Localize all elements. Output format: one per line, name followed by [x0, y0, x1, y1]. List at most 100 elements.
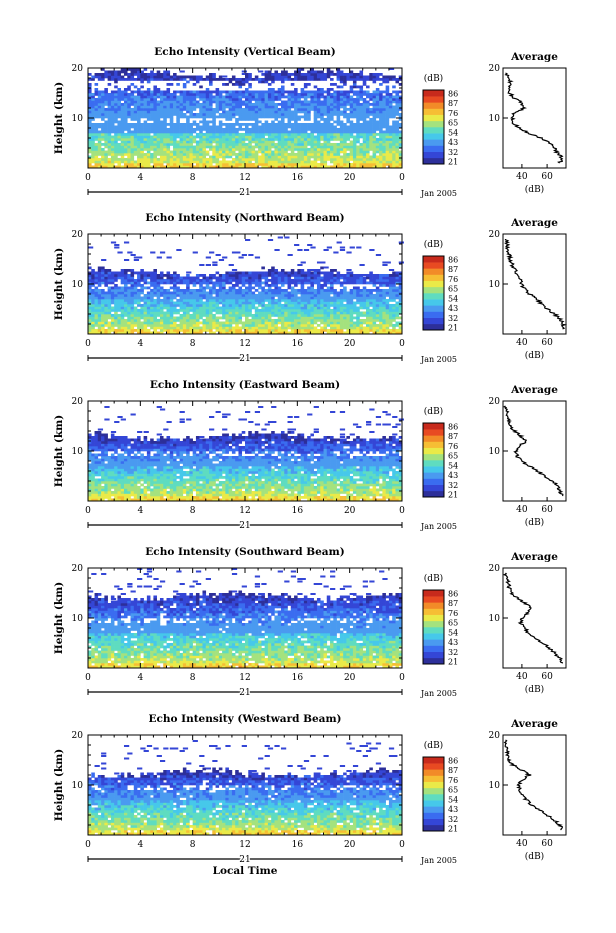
heatmap-cell [389, 161, 393, 164]
heatmap-cell [392, 289, 396, 292]
heatmap-cell [353, 111, 357, 114]
heatmap-cell [291, 309, 295, 312]
heatmap-cell [363, 161, 367, 164]
heatmap-cell [212, 304, 216, 307]
heatmap-cell [376, 299, 380, 302]
heatmap-cell [320, 123, 324, 126]
heatmap-cell [238, 146, 242, 149]
heatmap-cell [327, 141, 331, 144]
heatmap-cell [140, 163, 144, 166]
heatmap-cell [324, 136, 328, 139]
heatmap-cell [337, 329, 341, 332]
heatmap-cell [196, 153, 200, 156]
heatmap-cell [91, 141, 95, 144]
heatmap-cell [163, 138, 167, 141]
heatmap-cell [101, 136, 105, 139]
heatmap-cell [104, 161, 108, 164]
heatmap-cell [153, 133, 157, 136]
heatmap-cell [176, 312, 180, 315]
heatmap-cell [137, 156, 141, 159]
heatmap-cell [193, 322, 197, 325]
heatmap-cell [395, 113, 399, 116]
heatmap-cell [324, 327, 328, 330]
heatmap-cell [238, 108, 242, 111]
heatmap-cell [209, 141, 213, 144]
heatmap-cell [238, 111, 242, 114]
heatmap-cell [317, 108, 321, 111]
heatmap-cell [359, 71, 363, 74]
heatmap-cell [131, 146, 135, 149]
heatmap-cell [180, 116, 184, 119]
heatmap-cell [317, 292, 321, 295]
heatmap-cell [206, 282, 210, 285]
heatmap-cell [140, 71, 144, 74]
heatmap-cell [291, 289, 295, 292]
heatmap-cell [389, 103, 393, 106]
heatmap-cell [330, 287, 334, 290]
heatmap-cell [271, 151, 275, 154]
heatmap-cell [356, 312, 360, 315]
heatmap-cell [117, 93, 121, 96]
heatmap-cell [294, 292, 298, 295]
heatmap-cell [389, 299, 393, 302]
heatmap-cell [127, 136, 131, 139]
heatmap-cell [88, 83, 92, 86]
heatmap-cell [180, 146, 184, 149]
heatmap-cell [356, 329, 360, 332]
heatmap-cell [180, 143, 184, 146]
heatmap-cell [248, 289, 252, 292]
heatmap-cell [153, 312, 157, 315]
heatmap-cell [265, 163, 269, 166]
heatmap-cell [314, 98, 318, 101]
heatmap-cell [121, 131, 125, 134]
heatmap-cell [366, 329, 370, 332]
heatmap-cell [225, 136, 229, 139]
heatmap-cell [333, 327, 337, 330]
heatmap-cell [160, 91, 164, 94]
heatmap-cell [317, 123, 321, 126]
heatmap-cell [101, 91, 105, 94]
heatmap-cell [304, 329, 308, 332]
heatmap-cell [121, 153, 125, 156]
heatmap-cell [157, 163, 161, 166]
heatmap-cell [140, 116, 144, 119]
heatmap-cell [304, 292, 308, 295]
heatmap-cell [284, 292, 288, 295]
heatmap-cell [101, 123, 105, 126]
heatmap-cell [157, 138, 161, 141]
heatmap-cell [373, 108, 377, 111]
heatmap-cell [140, 138, 144, 141]
heatmap-cell [356, 98, 360, 101]
heatmap-cell [346, 131, 350, 134]
heatmap-cell [369, 317, 373, 320]
heatmap-cell [147, 76, 151, 79]
heatmap-cell [183, 113, 187, 116]
heatmap-cell [369, 113, 373, 116]
heatmap-cell [291, 161, 295, 164]
heatmap-cell [176, 108, 180, 111]
heatmap-cell [284, 73, 288, 76]
heatmap-cell [193, 136, 197, 139]
heatmap-cell [320, 322, 324, 325]
heatmap-cell [98, 309, 102, 312]
y-axis-label: Height (km) [53, 82, 65, 154]
heatmap-cell [376, 148, 380, 151]
heatmap-cell [307, 292, 311, 295]
heatmap-cell [268, 103, 272, 106]
heatmap-cell [288, 103, 292, 106]
heatmap-cell [163, 146, 167, 149]
heatmap-cell [124, 158, 128, 161]
heatmap-cell [281, 294, 285, 297]
heatmap-cell [212, 156, 216, 159]
heatmap-cell [366, 86, 370, 89]
heatmap-cell [274, 324, 278, 327]
heatmap-cell [261, 287, 265, 290]
heatmap-cell [376, 292, 380, 295]
heatmap-cell [222, 106, 226, 109]
heatmap-cell [366, 141, 370, 144]
heatmap-cell [121, 136, 125, 139]
heatmap-cell [353, 81, 357, 84]
heatmap-cell [343, 299, 347, 302]
heatmap-cell [206, 294, 210, 297]
heatmap-cell [111, 91, 115, 94]
